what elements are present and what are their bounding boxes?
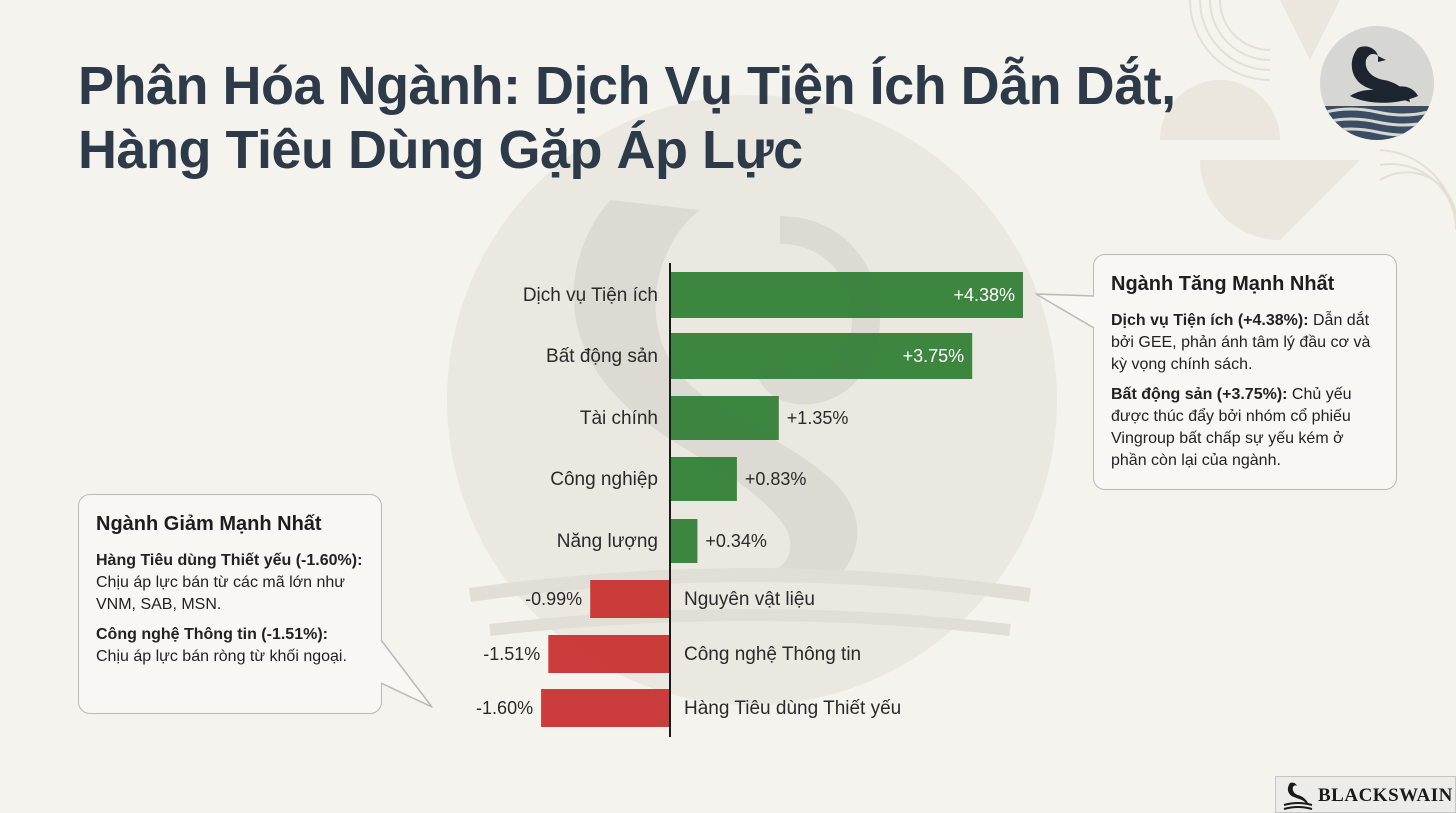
callout-item-label: Công nghệ Thông tin (-1.51%): — [96, 626, 328, 643]
category-label: Năng lượng — [557, 531, 658, 552]
category-label: Công nghiệp — [550, 469, 658, 490]
bar-7 — [541, 689, 670, 727]
callout-item-text: Chịu áp lực bán từ các mã lớn như VNM, S… — [96, 574, 345, 613]
callout-item-label: Bất động sản (+3.75%): — [1111, 386, 1288, 403]
callout-item-text: Chịu áp lực bán ròng từ khối ngoại. — [96, 648, 347, 665]
callout-item: Bất động sản (+3.75%): Chủ yếu được thúc… — [1111, 384, 1380, 472]
callout-item-text: Chủ yếu được thúc đẩy bởi nhóm cổ phiếu … — [1111, 386, 1352, 469]
category-label: Bất động sản — [546, 346, 658, 367]
value-label: -1.51% — [483, 644, 540, 664]
callout-item: Công nghệ Thông tin (-1.51%): Chịu áp lự… — [96, 624, 365, 668]
geometric-pattern — [1189, 0, 1456, 230]
title-line-1: Phân Hóa Ngành: Dịch Vụ Tiện Ích Dẫn Dắt… — [78, 56, 1176, 116]
top-losers-callout: Ngành Giảm Mạnh Nhất Hàng Tiêu dùng Thiế… — [78, 494, 382, 714]
value-label: -0.99% — [525, 589, 582, 609]
callout-item-text: Dẫn dắt bởi GEE, phản ánh tâm lý đầu cơ … — [1111, 312, 1371, 373]
bar-3 — [670, 457, 737, 501]
callout-title: Ngành Giảm Mạnh Nhất — [96, 513, 322, 535]
callout-item: Dịch vụ Tiện ích (+4.38%): Dẫn dắt bởi G… — [1111, 310, 1380, 376]
bar-0 — [670, 272, 1023, 318]
title-line-2: Hàng Tiêu Dùng Gặp Áp Lực — [78, 120, 803, 180]
black-swan-icon — [1320, 26, 1434, 140]
bar-2 — [670, 396, 779, 440]
bar-1 — [670, 333, 973, 379]
category-label: Tài chính — [580, 408, 658, 429]
value-label: -1.60% — [476, 698, 533, 718]
callout-title: Ngành Tăng Mạnh Nhất — [1111, 273, 1335, 295]
top-gainers-callout: Ngành Tăng Mạnh Nhất Dịch vụ Tiện ích (+… — [1093, 254, 1397, 490]
callout-item-label: Hàng Tiêu dùng Thiết yếu (-1.60%): — [96, 552, 363, 569]
value-label: +0.83% — [745, 469, 807, 489]
brand-name: BLACKSWAIN — [1318, 785, 1453, 806]
swan-mini-icon — [1283, 782, 1313, 810]
category-label: Hàng Tiêu dùng Thiết yếu — [684, 698, 901, 719]
page-title: Phân Hóa Ngành: Dịch Vụ Tiện Ích Dẫn Dắt… — [78, 54, 1176, 182]
value-label: +0.34% — [705, 531, 767, 551]
callout-item-label: Dịch vụ Tiện ích (+4.38%): — [1111, 312, 1309, 329]
category-label: Dịch vụ Tiện ích — [523, 285, 658, 306]
value-label: +1.35% — [787, 408, 849, 428]
brand-badge: BLACKSWAIN — [1275, 776, 1456, 813]
bar-4 — [670, 519, 698, 563]
value-label: +4.38% — [953, 285, 1015, 305]
value-label: +3.75% — [903, 346, 965, 366]
bar-6 — [548, 635, 670, 673]
category-label: Nguyên vật liệu — [684, 589, 815, 610]
callout-item: Hàng Tiêu dùng Thiết yếu (-1.60%): Chịu … — [96, 550, 365, 616]
category-label: Công nghệ Thông tin — [684, 644, 861, 665]
bar-5 — [590, 580, 670, 618]
